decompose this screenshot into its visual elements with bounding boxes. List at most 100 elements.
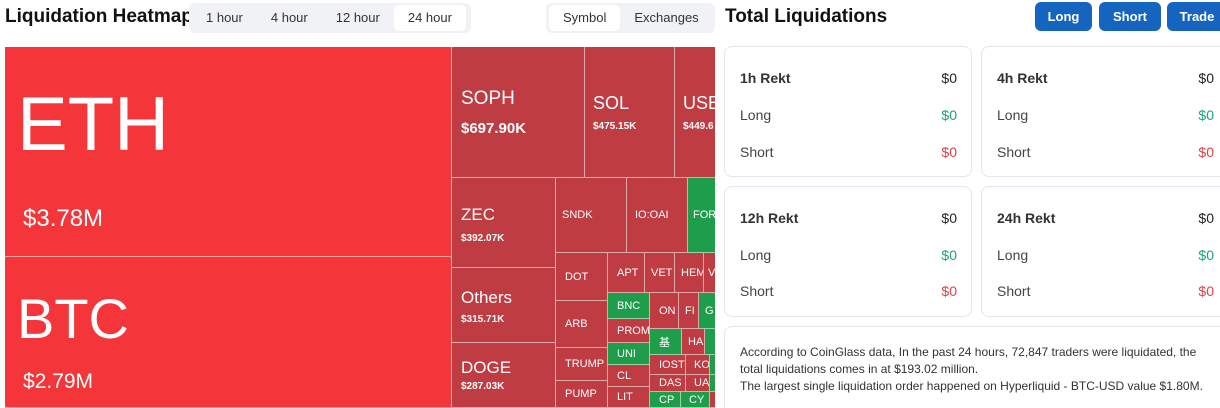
tile-cy[interactable]: CY [681,392,710,408]
tile-symbol: BNC [617,299,641,312]
heatmap-title: Liquidation Heatmap [5,6,193,27]
trade-button[interactable]: Trade [1167,2,1220,31]
tile-zec[interactable]: ZEC $392.07K [452,178,556,268]
tile-misc-2[interactable] [710,355,715,375]
card-4h-rekt: 4h Rekt $0 Long $0 Short $0 [981,46,1220,177]
tile-value: $315.71K [461,314,505,325]
tile-symbol: ETH [17,82,169,167]
tile-use[interactable]: USE $449.6 [675,47,715,178]
tile-symbol: SNDK [562,209,593,221]
tile-on[interactable]: ON [650,293,679,329]
tile-value: $449.6 [683,121,714,132]
short-amount: $0 [941,283,957,299]
tile-value: $287.03K [461,381,505,392]
tile-ko[interactable]: KO [686,355,710,375]
tile-das[interactable]: DAS [650,375,686,392]
tile-symbol: CY [689,393,705,406]
tile-btc[interactable]: BTC $2.79M [5,257,452,408]
tile-soph[interactable]: SOPH $697.90K [452,47,585,178]
tile-ji[interactable]: 基 [650,329,682,355]
tile-value: $3.78M [23,205,104,232]
tile-symbol: V [708,266,715,279]
tile-iost[interactable]: IOST [650,355,686,375]
tile-sol[interactable]: SOL $475.15K [585,47,675,178]
tile-value: $392.07K [461,233,505,244]
card-12h-rekt: 12h Rekt $0 Long $0 Short $0 [724,186,972,317]
card-title: 1h Rekt [740,70,791,86]
tile-bnc[interactable]: BNC [608,293,650,319]
tile-pump[interactable]: PUMP [556,381,608,408]
short-label: Short [997,283,1031,299]
liquidation-summary: According to CoinGlass data, In the past… [724,326,1220,408]
timeframe-selector: 1 hour 4 hour 12 hour 24 hour [189,3,471,33]
tile-sndk[interactable]: SNDK [556,178,627,253]
card-title: 12h Rekt [740,210,799,226]
tile-misc-3[interactable] [710,375,715,392]
tile-hem[interactable]: HEM [675,253,704,293]
tile-symbol: ON [659,304,676,317]
tile-apt[interactable]: APT [608,253,645,293]
timeframe-24h[interactable]: 24 hour [393,5,466,31]
long-amount: $0 [941,107,957,123]
timeframe-12h[interactable]: 12 hour [335,10,380,25]
view-selector: Symbol Exchanges [546,3,715,33]
tile-symbol: G [705,304,714,317]
long-label: Long [740,247,772,263]
summary-line-2: total liquidations comes in at $193.02 m… [740,362,979,376]
tile-symbol: DAS [659,377,682,389]
view-symbol[interactable]: Symbol [549,5,621,31]
tile-symbol: FOR [693,209,715,221]
tile-symbol: CL [617,369,632,382]
tile-symbol: BTC [17,287,129,350]
tile-ua[interactable]: UA [686,375,710,392]
tile-arb[interactable]: ARB [556,301,608,348]
tile-prom[interactable]: PROM [608,319,650,343]
tile-value: $697.90K [461,120,527,137]
card-24h-rekt: 24h Rekt $0 Long $0 Short $0 [981,186,1220,317]
long-label: Long [997,247,1029,263]
tile-doge[interactable]: DOGE $287.03K [452,343,556,408]
long-amount: $0 [941,247,957,263]
tile-symbol: HA [688,335,704,348]
tile-cl[interactable]: CL [608,365,650,387]
tile-misc-4[interactable] [710,392,715,408]
tile-symbol: Others [461,288,513,307]
tile-vet[interactable]: VET [645,253,675,293]
tile-symbol: HEM [681,266,704,279]
summary-line-1: According to CoinGlass data, In the past… [740,345,1197,359]
tile-for[interactable]: FOR [688,178,715,253]
tile-uni[interactable]: UNI [608,343,650,365]
card-title: 24h Rekt [997,210,1056,226]
tile-eth[interactable]: ETH $3.78M [5,47,452,257]
card-title: 4h Rekt [997,70,1048,86]
timeframe-1h[interactable]: 1 hour [206,10,243,25]
tile-ha[interactable]: HA [682,329,705,355]
tile-cp[interactable]: CP [650,392,681,408]
card-1h-rekt: 1h Rekt $0 Long $0 Short $0 [724,46,972,177]
short-button[interactable]: Short [1099,2,1161,31]
tile-symbol: ARB [565,318,588,330]
tile-symbol: TRUMP [565,358,605,370]
short-amount: $0 [941,144,957,160]
short-amount: $0 [1198,144,1214,160]
timeframe-4h[interactable]: 4 hour [270,10,308,25]
long-amount: $0 [1198,107,1214,123]
tile-symbol: PROM [617,324,650,337]
tile-others[interactable]: Others $315.71K [452,268,556,343]
tile-w[interactable]: V [704,253,715,293]
card-total: $0 [1198,210,1214,226]
short-label: Short [740,144,774,160]
card-total: $0 [941,210,957,226]
tile-g[interactable]: G [699,293,715,329]
long-button[interactable]: Long [1035,2,1092,31]
tile-dot[interactable]: DOT [556,253,608,301]
view-exchanges[interactable]: Exchanges [634,10,699,25]
long-label: Long [997,107,1029,123]
tile-fi[interactable]: FI [679,293,699,329]
tile-lit[interactable]: LIT [608,387,650,408]
tile-symbol: KO [694,358,710,371]
tile-symbol: ZEC [461,205,495,224]
tile-misc-1[interactable] [705,329,715,355]
tile-trump[interactable]: TRUMP [556,348,608,381]
tile-iooai[interactable]: IO:OAI [627,178,688,253]
